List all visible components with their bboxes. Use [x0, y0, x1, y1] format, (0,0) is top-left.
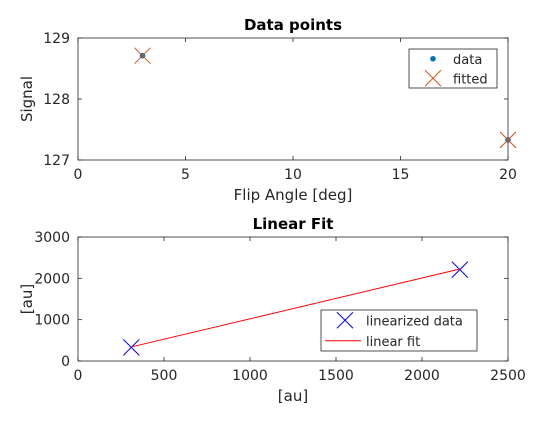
y-tick-label: 128 — [43, 92, 70, 108]
x-marker-stroke — [122, 339, 140, 356]
legend-label: linearized data — [366, 314, 463, 329]
legend: data fitted — [408, 48, 498, 89]
chart-title: Data points — [244, 16, 342, 34]
legend-x-icon — [336, 311, 354, 329]
x-tick-label: 2500 — [490, 368, 526, 384]
x-marker-stroke — [451, 261, 469, 279]
x-marker — [451, 261, 469, 279]
y-tick-label: 3000 — [34, 230, 70, 246]
x-tick-label: 5 — [181, 167, 190, 183]
x-marker-stroke — [134, 47, 151, 65]
x-tick-label: 10 — [284, 167, 302, 183]
x-tick-label: 2000 — [404, 368, 440, 384]
legend-label: data — [453, 53, 482, 68]
x-marker-stroke — [499, 131, 517, 149]
legend-label: linear fit — [366, 335, 420, 350]
x-marker — [122, 339, 140, 356]
y-axis-label: [au] — [18, 284, 36, 314]
axes-2: 0 500 1000 1500 2000 2500 0 1000 2000 3000 Linear … — [18, 215, 526, 405]
legend-box — [320, 309, 478, 352]
x-axis-label: Flip Angle [deg] — [234, 186, 353, 204]
x-tick-label: 500 — [151, 368, 178, 384]
x-marker-stroke — [336, 311, 354, 329]
legend-box — [408, 48, 498, 89]
series-line — [131, 268, 460, 348]
x-tick-label: 0 — [74, 167, 83, 183]
x-marker-stroke — [424, 69, 442, 87]
x-axis-label: [au] — [278, 387, 308, 405]
legend-x-icon — [424, 69, 442, 87]
y-tick-label: 129 — [43, 31, 70, 47]
y-axis-label: Signal — [18, 76, 36, 122]
x-tick-label: 20 — [499, 167, 517, 183]
axes-1: 0 5 10 15 20 127 128 129 Data points Flip Angle [… — [18, 16, 517, 204]
x-tick-label: 15 — [392, 167, 410, 183]
legend-label: fitted — [453, 72, 488, 87]
x-tick-label: 1500 — [318, 368, 354, 384]
x-tick-label: 0 — [74, 368, 83, 384]
chart-title: Linear Fit — [253, 215, 334, 233]
x-marker — [499, 131, 517, 149]
x-tick-label: 1000 — [232, 368, 268, 384]
x-marker — [134, 47, 151, 65]
legend-dot-icon — [430, 55, 436, 62]
y-tick-label: 2000 — [34, 271, 70, 287]
y-tick-label: 1000 — [34, 313, 70, 329]
y-tick-label: 127 — [43, 153, 70, 169]
y-tick-label: 0 — [61, 354, 70, 370]
legend: linearized data linear fit — [320, 309, 478, 352]
